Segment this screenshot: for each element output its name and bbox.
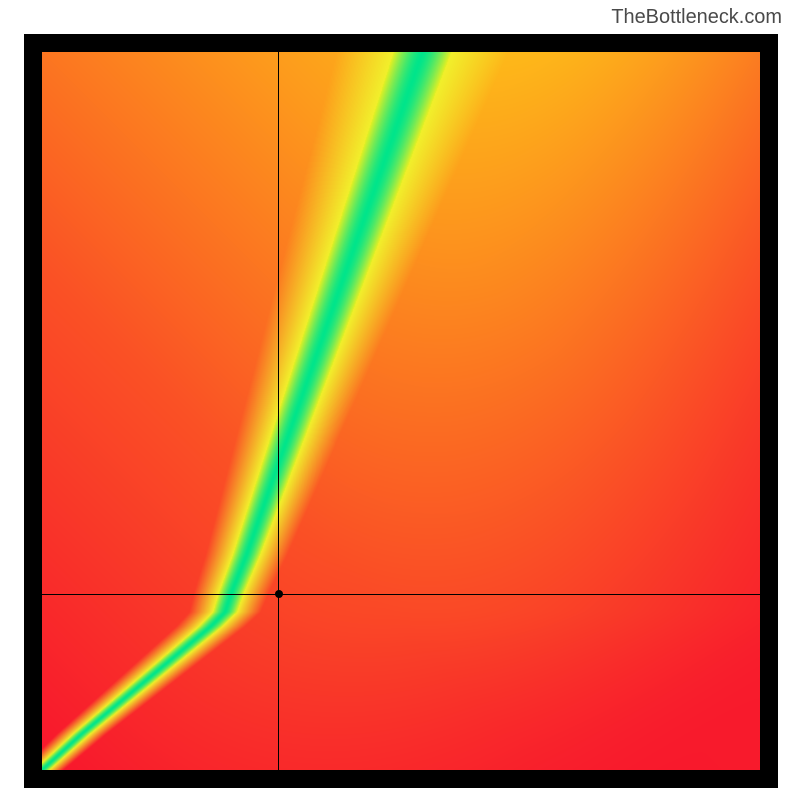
heatmap-canvas — [42, 52, 760, 770]
crosshair-horizontal — [42, 594, 760, 595]
chart-container: TheBottleneck.com — [0, 0, 800, 800]
crosshair-vertical — [278, 52, 279, 770]
watermark-text: TheBottleneck.com — [611, 6, 782, 29]
marker-dot — [275, 590, 283, 598]
